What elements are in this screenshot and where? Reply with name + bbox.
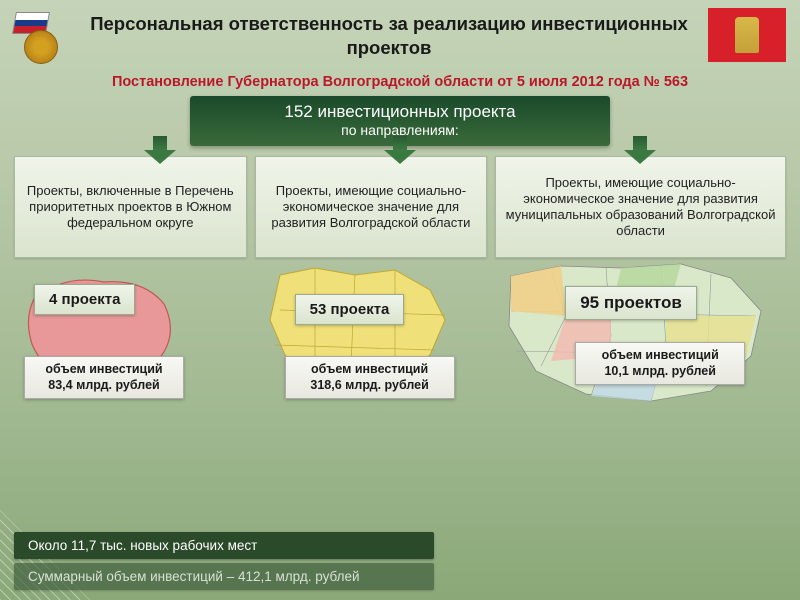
col1-invest-badge: объем инвестиций 83,4 млрд. рублей: [24, 356, 184, 399]
col3-invest-l2: 10,1 млрд. рублей: [586, 364, 734, 380]
summary-count: 152 инвестиционных проекта: [200, 102, 600, 122]
col1-invest-l1: объем инвестиций: [35, 362, 173, 378]
jobs-strip: Около 11,7 тыс. новых рабочих мест: [14, 532, 434, 559]
col3-projects-badge: 95 проектов: [565, 286, 697, 320]
column-2: Проекты, имеющие социально-экономическое…: [255, 156, 488, 394]
col2-invest-l2: 318,6 млрд. рублей: [296, 378, 444, 394]
col1-projects-badge: 4 проекта: [34, 284, 135, 315]
column-3: Проекты, имеющие социально-экономическое…: [495, 156, 786, 394]
page-title: Персональная ответственность за реализац…: [70, 8, 708, 60]
col2-desc: Проекты, имеющие социально-экономическое…: [255, 156, 488, 258]
col2-invest-l1: объем инвестиций: [296, 362, 444, 378]
bottom-callouts: Около 11,7 тыс. новых рабочих мест Сумма…: [14, 528, 434, 590]
total-strip: Суммарный объем инвестиций – 412,1 млрд.…: [14, 563, 434, 590]
col2-invest-badge: объем инвестиций 318,6 млрд. рублей: [285, 356, 455, 399]
col2-projects-badge: 53 проекта: [295, 294, 405, 325]
col3-invest-badge: объем инвестиций 10,1 млрд. рублей: [575, 342, 745, 385]
col3-invest-l1: объем инвестиций: [586, 348, 734, 364]
columns: Проекты, включенные в Перечень приоритет…: [0, 150, 800, 394]
col1-invest-l2: 83,4 млрд. рублей: [35, 378, 173, 394]
col3-desc: Проекты, имеющие социально-экономическое…: [495, 156, 786, 258]
header: Персональная ответственность за реализац…: [0, 0, 800, 64]
regional-coat-icon: [24, 30, 58, 64]
col1-desc: Проекты, включенные в Перечень приоритет…: [14, 156, 247, 258]
column-1: Проекты, включенные в Перечень приоритет…: [14, 156, 247, 394]
col3-map-stage: 95 проектов объем инвестиций 10,1 млрд. …: [495, 264, 786, 394]
col2-map-stage: 53 проекта объем инвестиций 318,6 млрд. …: [255, 264, 488, 394]
volgograd-flag-icon: [708, 8, 786, 62]
col1-map-stage: 4 проекта объем инвестиций 83,4 млрд. ру…: [14, 264, 247, 394]
emblem-russia: [14, 8, 70, 64]
decree-line: Постановление Губернатора Волгоградской …: [0, 74, 800, 90]
